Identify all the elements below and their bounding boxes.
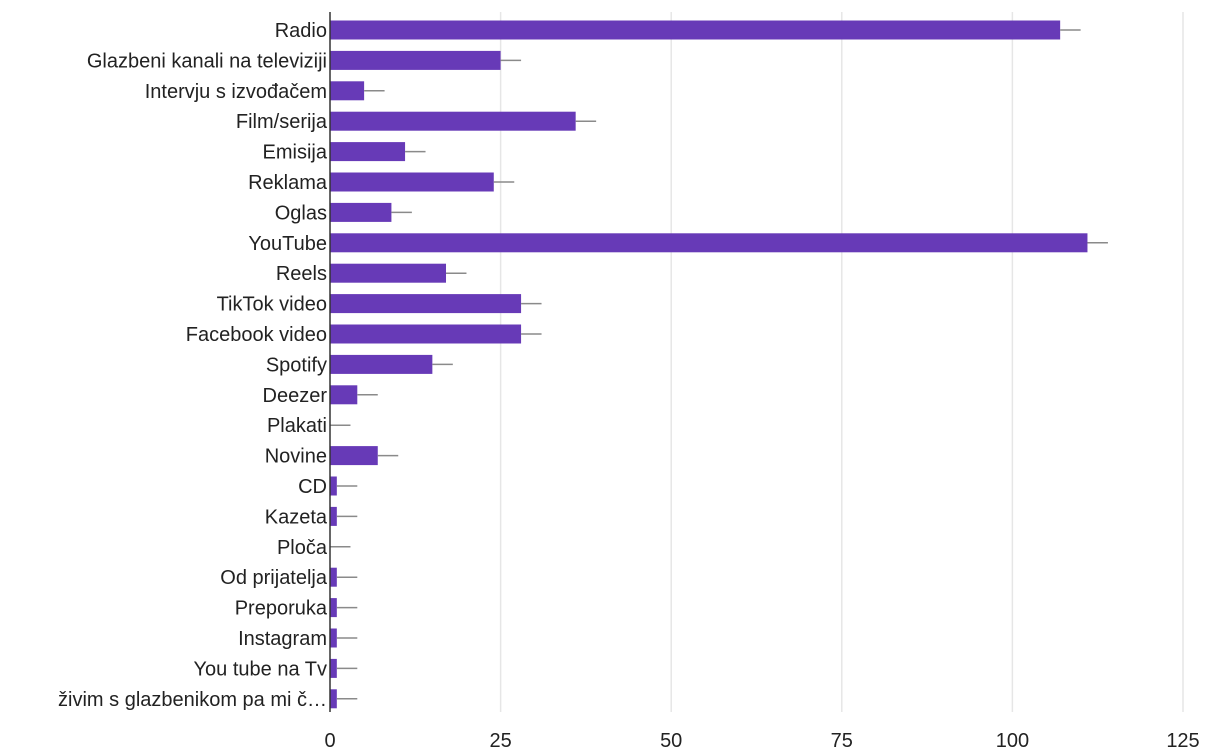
x-tick-label: 100 xyxy=(996,730,1029,751)
bar-19[interactable] xyxy=(330,598,337,618)
bar-21[interactable] xyxy=(330,658,337,678)
category-label: Od prijatelja xyxy=(220,567,328,589)
error-bars-layer xyxy=(330,29,1108,700)
x-tick-labels: 0 25 50 75 100 125 xyxy=(324,730,1199,751)
x-tick-label: 125 xyxy=(1166,730,1199,751)
bar-0[interactable] xyxy=(330,20,1061,40)
bar-3[interactable] xyxy=(330,111,576,131)
category-label: Facebook video xyxy=(186,324,327,346)
bar-14[interactable] xyxy=(330,446,378,466)
category-label: TikTok video xyxy=(217,294,327,316)
category-label: Intervju s izvođačem xyxy=(145,81,327,103)
bar-8[interactable] xyxy=(330,263,447,283)
bar-16[interactable] xyxy=(330,506,337,526)
bar-15[interactable] xyxy=(330,476,337,496)
category-label: Oglas xyxy=(275,202,327,224)
bar-4[interactable] xyxy=(330,142,406,162)
bar-22[interactable] xyxy=(330,689,337,709)
category-label: Reklama xyxy=(248,172,328,194)
category-label: Ploča xyxy=(277,537,328,559)
category-label: Glazbeni kanali na televiziji xyxy=(87,50,327,72)
category-label: Reels xyxy=(276,263,327,285)
bar-2[interactable] xyxy=(330,81,365,101)
bar-5[interactable] xyxy=(330,172,494,192)
x-tick-label: 0 xyxy=(324,730,335,751)
bar-18[interactable] xyxy=(330,567,337,587)
category-label: YouTube xyxy=(248,233,327,255)
bar-7[interactable] xyxy=(330,233,1088,253)
x-tick-label: 75 xyxy=(831,730,853,751)
category-label: Emisija xyxy=(263,142,328,164)
x-tick-label: 25 xyxy=(489,730,511,751)
bar-9[interactable] xyxy=(330,294,522,314)
bar-10[interactable] xyxy=(330,324,522,344)
bars-layer xyxy=(330,20,1088,709)
category-label: Plakati xyxy=(267,415,327,437)
bar-11[interactable] xyxy=(330,354,433,374)
category-label: Radio xyxy=(275,20,327,42)
category-label: Novine xyxy=(265,446,327,468)
bar-12[interactable] xyxy=(330,385,358,405)
category-labels: Radio Glazbeni kanali na televiziji Interv… xyxy=(58,20,328,711)
x-tick-label: 50 xyxy=(660,730,682,751)
bar-1[interactable] xyxy=(330,50,501,70)
category-label: Instagram xyxy=(238,628,327,650)
category-label: živim s glazbenikom pa mi č… xyxy=(58,689,327,711)
category-label: Kazeta xyxy=(265,506,328,528)
category-label: You tube na Tv xyxy=(194,658,327,680)
grid-layer xyxy=(499,12,1184,712)
category-label: Spotify xyxy=(266,354,327,376)
bar-20[interactable] xyxy=(330,628,337,648)
category-label: Deezer xyxy=(263,385,328,407)
category-label: Film/serija xyxy=(236,111,328,133)
category-label: CD xyxy=(298,476,327,498)
category-label: Preporuka xyxy=(235,598,328,620)
bar-6[interactable] xyxy=(330,202,392,222)
